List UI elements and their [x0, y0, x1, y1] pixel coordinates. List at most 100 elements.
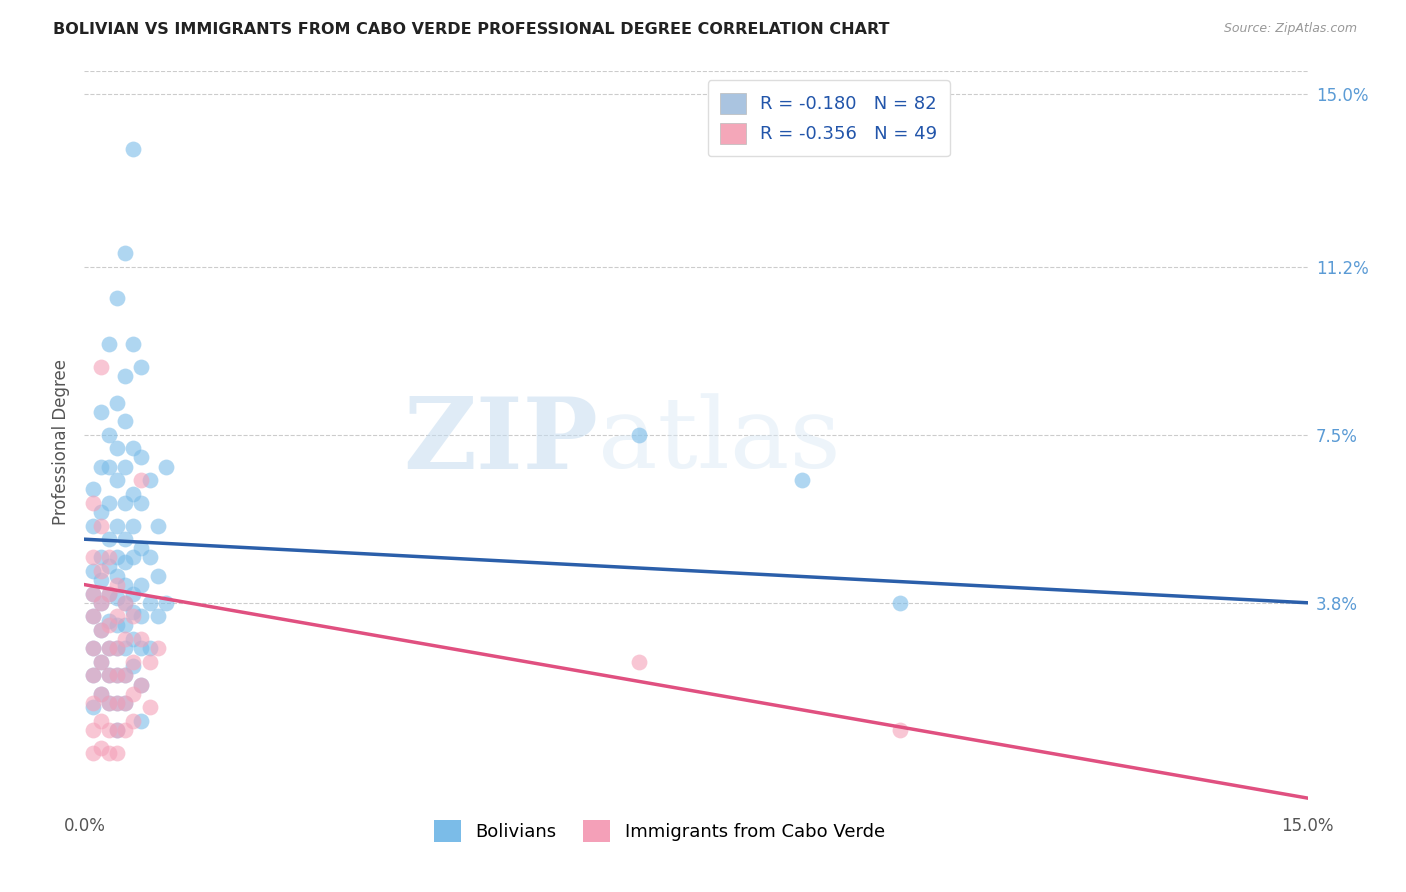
- Point: [131, 496, 153, 510]
- Point: [122, 442, 145, 456]
- Point: [131, 473, 153, 487]
- Point: [82, 587, 104, 601]
- Point: [97, 559, 120, 574]
- Point: [97, 641, 120, 656]
- Point: [105, 641, 128, 656]
- Point: [90, 505, 112, 519]
- Point: [97, 696, 120, 710]
- Point: [122, 687, 145, 701]
- Point: [97, 614, 120, 628]
- Point: [82, 609, 104, 624]
- Point: [114, 414, 136, 428]
- Point: [114, 723, 136, 737]
- Point: [122, 550, 145, 565]
- Point: [105, 292, 128, 306]
- Text: atlas: atlas: [598, 393, 841, 490]
- Point: [105, 696, 128, 710]
- Point: [627, 427, 650, 442]
- Point: [90, 359, 112, 374]
- Point: [155, 596, 177, 610]
- Point: [105, 550, 128, 565]
- Point: [82, 641, 104, 656]
- Text: BOLIVIAN VS IMMIGRANTS FROM CABO VERDE PROFESSIONAL DEGREE CORRELATION CHART: BOLIVIAN VS IMMIGRANTS FROM CABO VERDE P…: [53, 22, 890, 37]
- Point: [122, 714, 145, 728]
- Point: [131, 541, 153, 556]
- Point: [627, 655, 650, 669]
- Point: [97, 723, 120, 737]
- Point: [114, 668, 136, 682]
- Point: [90, 655, 112, 669]
- Point: [105, 591, 128, 606]
- Point: [105, 641, 128, 656]
- Text: Source: ZipAtlas.com: Source: ZipAtlas.com: [1223, 22, 1357, 36]
- Point: [90, 596, 112, 610]
- Point: [90, 459, 112, 474]
- Point: [105, 396, 128, 410]
- Point: [114, 596, 136, 610]
- Point: [90, 623, 112, 637]
- Point: [138, 641, 160, 656]
- Point: [114, 668, 136, 682]
- Point: [97, 532, 120, 546]
- Point: [97, 459, 120, 474]
- Point: [105, 723, 128, 737]
- Point: [122, 337, 145, 351]
- Point: [105, 696, 128, 710]
- Point: [105, 609, 128, 624]
- Point: [114, 577, 136, 591]
- Point: [90, 687, 112, 701]
- Point: [97, 337, 120, 351]
- Point: [138, 596, 160, 610]
- Point: [97, 550, 120, 565]
- Point: [114, 246, 136, 260]
- Point: [82, 746, 104, 760]
- Point: [82, 700, 104, 714]
- Point: [105, 723, 128, 737]
- Point: [122, 142, 145, 156]
- Point: [82, 587, 104, 601]
- Point: [131, 359, 153, 374]
- Point: [122, 587, 145, 601]
- Point: [122, 609, 145, 624]
- Point: [97, 618, 120, 632]
- Point: [105, 518, 128, 533]
- Point: [90, 655, 112, 669]
- Point: [146, 568, 169, 582]
- Legend: Bolivians, Immigrants from Cabo Verde: Bolivians, Immigrants from Cabo Verde: [425, 811, 894, 851]
- Point: [90, 518, 112, 533]
- Point: [131, 677, 153, 691]
- Point: [155, 459, 177, 474]
- Point: [114, 618, 136, 632]
- Point: [122, 655, 145, 669]
- Point: [131, 641, 153, 656]
- Point: [82, 609, 104, 624]
- Point: [105, 668, 128, 682]
- Point: [90, 714, 112, 728]
- Point: [97, 427, 120, 442]
- Point: [131, 714, 153, 728]
- Point: [146, 518, 169, 533]
- Point: [97, 587, 120, 601]
- Point: [122, 605, 145, 619]
- Point: [90, 596, 112, 610]
- Point: [105, 442, 128, 456]
- Point: [122, 659, 145, 673]
- Point: [114, 632, 136, 647]
- Point: [114, 641, 136, 656]
- Point: [105, 618, 128, 632]
- Point: [889, 723, 911, 737]
- Point: [90, 405, 112, 419]
- Point: [97, 668, 120, 682]
- Y-axis label: Professional Degree: Professional Degree: [52, 359, 70, 524]
- Point: [790, 473, 813, 487]
- Point: [131, 632, 153, 647]
- Point: [131, 609, 153, 624]
- Point: [97, 641, 120, 656]
- Point: [131, 450, 153, 465]
- Point: [105, 746, 128, 760]
- Point: [90, 550, 112, 565]
- Point: [114, 596, 136, 610]
- Point: [114, 368, 136, 383]
- Point: [97, 496, 120, 510]
- Point: [82, 668, 104, 682]
